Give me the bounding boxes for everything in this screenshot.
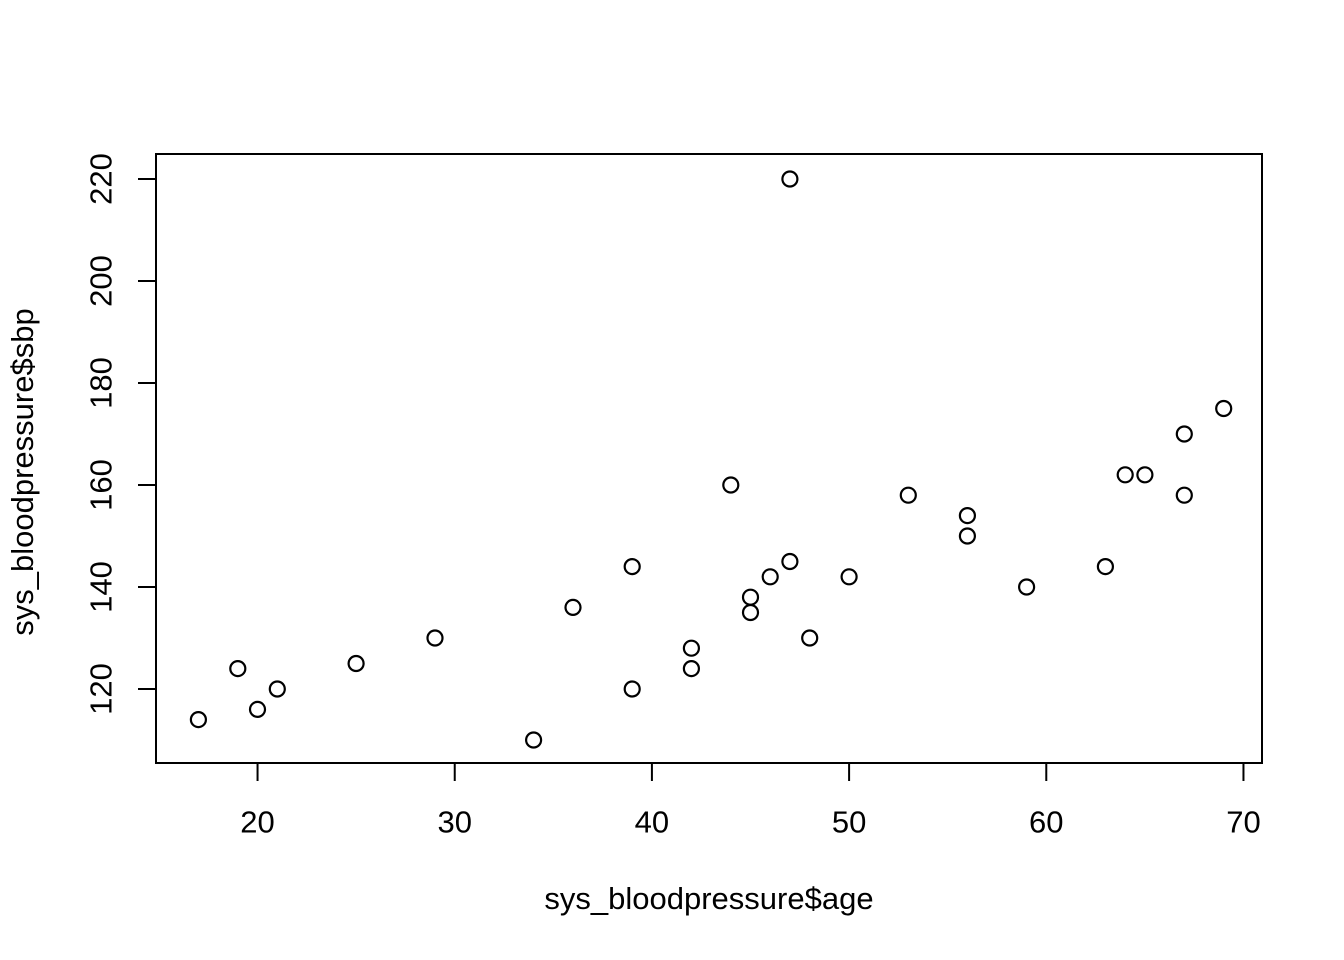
data-point [1116,466,1134,484]
data-point [524,731,543,749]
y-tick-label: 200 [84,255,119,307]
data-point [801,629,819,647]
data-point [682,639,701,657]
data-point [564,598,582,617]
data-points [189,170,1233,749]
plot-box [155,153,1263,764]
y-tick-label: 160 [84,459,119,511]
data-point [722,476,740,494]
data-point [1136,466,1154,484]
data-point [761,568,779,586]
y-tick-label: 140 [84,561,119,613]
data-point [741,603,760,622]
data-point [781,170,799,188]
y-axis-label: sys_bloodpressure$sbp [5,308,40,635]
data-point [1175,486,1193,504]
y-axis-ticks: 120 140 160 180 200 220 [84,153,156,715]
data-point [623,557,641,576]
y-tick-label: 220 [84,153,119,205]
data-point [1096,557,1115,576]
data-point [248,700,267,719]
data-point [189,710,207,729]
y-tick-label: 120 [84,663,119,715]
data-point [268,680,286,698]
data-point [840,568,858,586]
data-point [741,588,760,606]
data-point [899,486,917,504]
x-tick-label: 50 [832,805,866,840]
x-tick-label: 60 [1029,805,1063,840]
data-point [1017,578,1036,596]
data-point [958,527,977,545]
y-tick-label: 180 [84,357,119,409]
data-point [623,680,641,698]
data-point [682,659,701,678]
data-point [1215,399,1233,418]
x-tick-label: 20 [240,805,274,840]
data-point [229,659,247,678]
data-point [426,629,444,647]
data-point [1175,425,1193,443]
x-tick-label: 40 [635,805,669,840]
x-tick-label: 70 [1226,805,1260,840]
data-point [347,654,365,673]
data-point [958,506,977,525]
x-tick-label: 30 [437,805,471,840]
x-axis-ticks: 20 30 40 50 60 70 [240,763,1261,840]
x-axis-label: sys_bloodpressure$age [544,881,873,916]
data-point [781,552,799,571]
